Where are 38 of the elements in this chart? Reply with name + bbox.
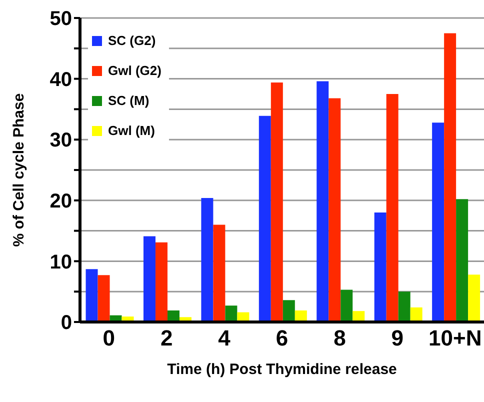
x-tick-label: 8 [334,326,346,351]
bar [386,94,398,322]
bar [456,199,468,322]
bar [86,269,98,322]
bar [270,82,283,322]
bar [468,274,480,322]
bar [155,242,168,322]
y-tick-label: 30 [50,130,72,152]
legend-label: SC (G2) [108,32,156,50]
bar [444,33,456,322]
bar [98,275,110,322]
bar [316,81,329,322]
bar [398,292,410,322]
y-tick-label: 40 [50,68,72,91]
y-tick-label: 50 [50,8,72,30]
bar [340,290,353,322]
x-tick-label: 4 [218,326,232,351]
bar [374,212,386,322]
bar [213,224,226,322]
bar [282,300,295,322]
bar [225,306,238,322]
x-axis-title: Time (h) Post Thymidine release [167,361,397,378]
bar [258,116,271,322]
y-tick-label: 20 [50,190,72,212]
x-tick-label: 6 [276,326,288,351]
y-tick-label: 10 [50,251,72,274]
legend-label: Gwl (M) [108,122,155,140]
bar [432,122,444,322]
x-tick-label: 10+N [428,326,482,351]
x-tick-label: 0 [102,326,115,351]
x-tick-label: 9 [391,326,404,351]
bar [201,198,214,322]
y-axis-title: % of Cell cycle Phase [10,93,28,247]
legend-label: Gwl (G2) [108,62,162,80]
x-tick-label: 2 [160,326,173,351]
bar [328,98,341,322]
bar [143,236,156,322]
legend-label: SC (M) [108,92,150,110]
